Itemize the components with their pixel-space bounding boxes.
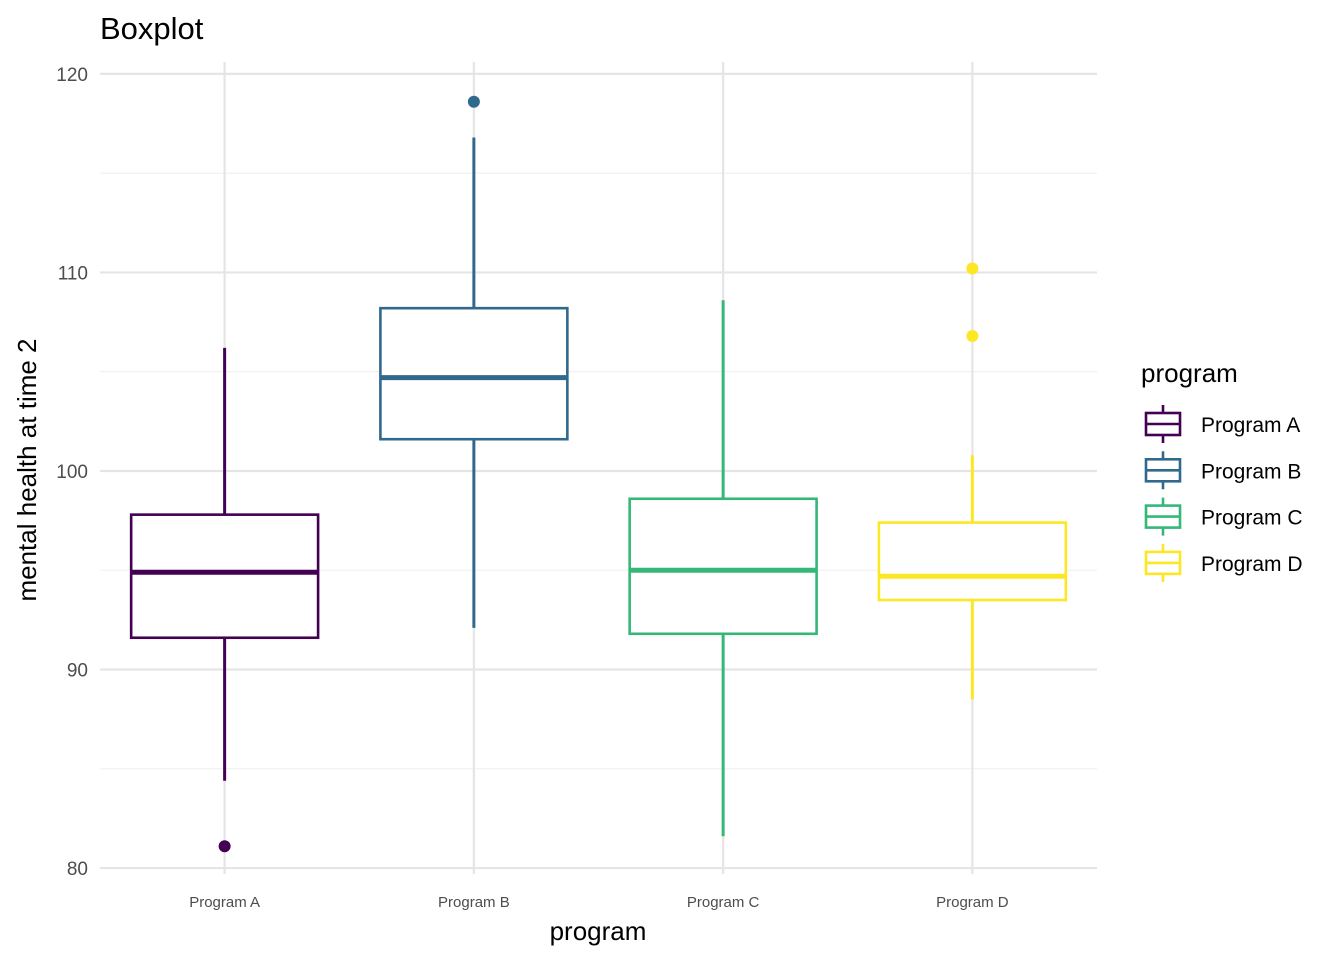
boxes (129, 95, 1068, 853)
legend-label: Program A (1201, 414, 1300, 437)
outlier-point (966, 262, 979, 275)
x-axis-title: program (550, 916, 647, 946)
box-iqr (129, 513, 320, 640)
legend-item-program-c: Program C (1144, 497, 1303, 536)
legend-item-program-b: Program B (1144, 451, 1301, 490)
y-tick-label: 120 (56, 65, 88, 86)
outlier-point (218, 840, 231, 853)
x-axis-ticks: Program A Program B Program C Program D (189, 894, 1009, 911)
legend-item-program-d: Program D (1144, 543, 1303, 582)
legend-title: program (1141, 358, 1238, 388)
y-tick-label: 90 (67, 661, 88, 682)
legend: program Program A Program B Program C Progr… (1141, 358, 1303, 582)
legend-item-program-a: Program A (1144, 405, 1300, 443)
box-iqr (877, 521, 1068, 602)
legend-label: Program D (1201, 553, 1303, 576)
box-iqr (628, 497, 818, 636)
box-program-d (877, 262, 1068, 700)
grid-lines (100, 62, 1097, 874)
x-tick-label: Program A (189, 894, 260, 911)
legend-label: Program C (1201, 507, 1303, 530)
y-tick-label: 100 (56, 462, 88, 483)
x-tick-label: Program C (687, 894, 760, 911)
box-program-c (628, 300, 818, 837)
y-tick-label: 80 (67, 859, 88, 880)
box-program-a (129, 347, 320, 853)
x-tick-label: Program B (438, 894, 510, 911)
y-tick-label: 110 (58, 263, 88, 284)
outlier-point (966, 329, 979, 342)
legend-label: Program B (1201, 460, 1301, 483)
y-axis-title: mental health at time 2 (12, 338, 42, 601)
outlier-point (467, 95, 480, 108)
box-program-b (379, 95, 569, 628)
x-tick-label: Program D (936, 894, 1009, 911)
box-iqr (379, 306, 569, 441)
chart-title: Boxplot (100, 11, 204, 46)
y-axis-ticks: 80 90 100 110 120 (56, 65, 88, 880)
